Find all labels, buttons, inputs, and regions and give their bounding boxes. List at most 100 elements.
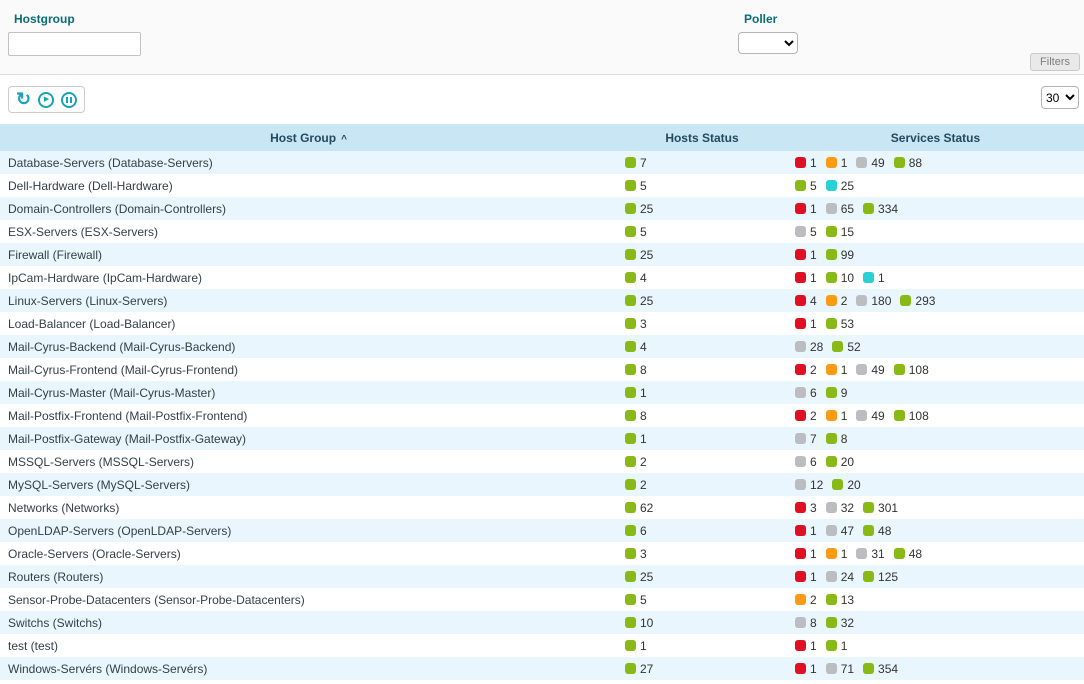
status-group: 88 (893, 156, 922, 170)
hostgroup-link[interactable]: Routers (Routers) (8, 569, 104, 584)
status-count: 25 (640, 569, 654, 584)
status-group: 125 (863, 570, 898, 584)
services-status-cell: 1 99 (787, 243, 1084, 266)
hostgroup-link[interactable]: MySQL-Servers (MySQL-Servers) (8, 477, 191, 492)
green-status-badge (625, 570, 636, 582)
green-status-badge (625, 524, 636, 536)
hostgroup-link[interactable]: Linux-Servers (Linux-Servers) (8, 293, 168, 308)
refresh-button[interactable]: ↻ (16, 90, 31, 108)
hostgroup-name-cell: Mail-Postfix-Frontend (Mail-Postfix-Fron… (0, 404, 617, 427)
status-count: 4 (640, 270, 647, 285)
status-count: 7 (810, 431, 817, 446)
hostgroup-name-cell: Linux-Servers (Linux-Servers) (0, 289, 617, 312)
red-status-badge (795, 409, 806, 421)
services-status-cell: 2 1 49 108 (787, 404, 1084, 427)
hostgroup-link[interactable]: test (test) (8, 638, 59, 653)
status-group: 1 (825, 547, 847, 561)
status-group: 1 (795, 317, 817, 331)
hostgroup-link[interactable]: Mail-Cyrus-Master (Mail-Cyrus-Master) (8, 385, 216, 400)
poller-select[interactable] (738, 32, 798, 54)
status-group: 1 (795, 547, 817, 561)
status-count: 2 (640, 477, 647, 492)
hostgroup-link[interactable]: Mail-Cyrus-Frontend (Mail-Cyrus-Frontend… (8, 362, 239, 377)
hostgroup-link[interactable]: Database-Servers (Database-Servers) (8, 155, 213, 170)
hostgroup-table-body: Database-Servers (Database-Servers) 7 1 1 49… (0, 151, 1084, 680)
status-group: 2 (625, 455, 647, 469)
services-status-cell: 6 20 (787, 450, 1084, 473)
status-count: 25 (640, 201, 654, 216)
status-group: 25 (825, 179, 854, 193)
hostgroup-link[interactable]: Domain-Controllers (Domain-Controllers) (8, 201, 227, 216)
status-group: 1 (825, 363, 847, 377)
table-row: Mail-Cyrus-Frontend (Mail-Cyrus-Frontend… (0, 358, 1084, 381)
play-button[interactable]: ▶ (38, 91, 55, 108)
status-count: 1 (640, 431, 647, 446)
column-header-hosts-status[interactable]: Hosts Status (617, 124, 787, 151)
green-status-badge (825, 248, 837, 260)
status-group: 25 (625, 202, 653, 216)
green-status-badge (795, 179, 806, 191)
red-status-badge (795, 547, 806, 559)
green-status-badge (625, 202, 636, 214)
filters-button[interactable]: Filters (1030, 53, 1080, 71)
green-status-badge (825, 432, 837, 444)
hostgroup-name-cell: test (test) (0, 634, 617, 657)
services-status-cell: 1 1 31 48 (787, 542, 1084, 565)
green-status-badge (625, 271, 636, 283)
status-count: 1 (810, 247, 817, 262)
status-group: 49 (856, 409, 885, 423)
hostgroup-link[interactable]: Mail-Cyrus-Backend (Mail-Cyrus-Backend) (8, 339, 236, 354)
gray-status-badge (825, 524, 837, 536)
status-count: 7 (640, 155, 647, 170)
status-group: 3 (795, 501, 817, 515)
page-size-select[interactable]: 30 (1041, 86, 1079, 109)
status-count: 52 (847, 339, 861, 354)
hostgroup-link[interactable]: MSSQL-Servers (MSSQL-Servers) (8, 454, 195, 469)
green-status-badge (625, 179, 636, 191)
column-header-services-status[interactable]: Services Status (787, 124, 1084, 151)
services-status-cell: 1 1 49 88 (787, 151, 1084, 174)
hostgroup-link[interactable]: IpCam-Hardware (IpCam-Hardware) (8, 270, 203, 285)
hosts-status-cell: 6 (617, 519, 787, 542)
pause-button[interactable] (61, 91, 78, 108)
hostgroup-link[interactable]: OpenLDAP-Servers (OpenLDAP-Servers) (8, 523, 232, 538)
status-count: 2 (810, 408, 817, 423)
hostgroup-link[interactable]: Switchs (Switchs) (8, 615, 103, 630)
hostgroup-link[interactable]: Dell-Hardware (Dell-Hardware) (8, 178, 173, 193)
status-count: 1 (840, 638, 848, 653)
hostgroup-link[interactable]: Mail-Postfix-Frontend (Mail-Postfix-Fron… (8, 408, 248, 423)
hostgroup-link[interactable]: ESX-Servers (ESX-Servers) (8, 224, 159, 239)
status-group: 8 (825, 432, 847, 446)
status-group: 2 (625, 478, 647, 492)
hosts-status-cell: 10 (617, 611, 787, 634)
status-count: 1 (810, 638, 817, 653)
hostgroup-label: Hostgroup (14, 12, 75, 26)
hostgroup-link[interactable]: Networks (Networks) (8, 500, 120, 515)
status-group: 24 (825, 570, 854, 584)
table-row: OpenLDAP-Servers (OpenLDAP-Servers) 6 1 47 4… (0, 519, 1084, 542)
status-group: 1 (625, 432, 647, 446)
hosts-status-cell: 2 (617, 473, 787, 496)
status-group: 62 (625, 501, 653, 515)
hostgroup-link[interactable]: Oracle-Servers (Oracle-Servers) (8, 546, 181, 561)
column-header-host-group[interactable]: Host Group ^ (0, 124, 617, 151)
gray-status-badge (795, 225, 806, 237)
hostgroup-link[interactable]: Load-Balancer (Load-Balancer) (8, 316, 176, 331)
hostgroup-link[interactable]: Firewall (Firewall) (8, 247, 103, 262)
status-group: 9 (825, 386, 847, 400)
red-status-badge (795, 156, 806, 168)
green-status-badge (825, 639, 837, 651)
hostgroup-link[interactable]: Mail-Postfix-Gateway (Mail-Postfix-Gatew… (8, 431, 247, 446)
pause-icon (61, 91, 78, 108)
green-status-badge (832, 478, 844, 490)
orange-status-badge (795, 593, 806, 605)
gray-status-badge (856, 294, 868, 306)
hostgroup-link[interactable]: Sensor-Probe-Datacenters (Sensor-Probe-D… (8, 592, 305, 607)
orange-status-badge (825, 363, 837, 375)
green-status-badge (863, 570, 875, 582)
status-count: 71 (840, 661, 855, 676)
hostgroup-input[interactable] (8, 32, 141, 56)
hostgroup-link[interactable]: Windows-Servérs (Windows-Servérs) (8, 661, 208, 676)
